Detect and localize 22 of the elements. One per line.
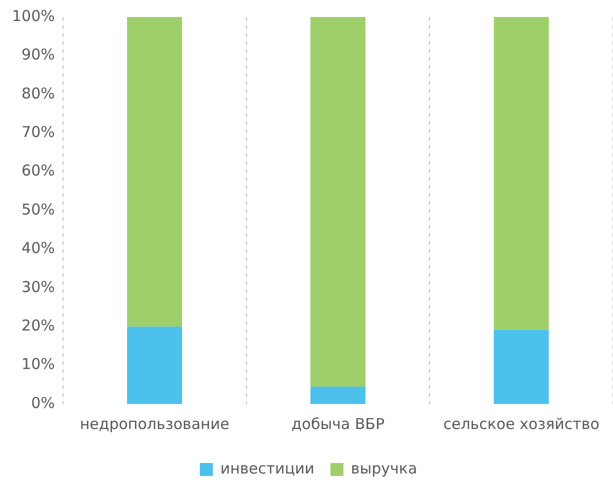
bar	[494, 17, 549, 330]
y-tick-label: 90%	[22, 46, 55, 64]
y-tick-label: 40%	[22, 239, 55, 258]
legend-label: выручка	[350, 459, 418, 478]
y-tick-label: 70%	[22, 122, 55, 141]
x-tick-label: сельское хозяйство	[443, 414, 600, 433]
bar	[127, 17, 182, 327]
y-tick-label: 30%	[22, 278, 55, 296]
legend-label: инвестиции	[220, 459, 314, 478]
y-tick-label: 50%	[22, 200, 55, 218]
x-tick-label: недропользование	[80, 414, 230, 433]
y-tick-label: 20%	[22, 316, 55, 334]
bar	[127, 326, 182, 404]
y-tick-label: 60%	[22, 162, 55, 180]
bar	[310, 17, 366, 387]
y-tick-label: 100%	[12, 6, 55, 25]
y-tick-label: 0%	[31, 394, 55, 412]
x-tick-label: добыча ВБР	[291, 414, 384, 433]
bar	[310, 386, 366, 404]
bar	[494, 330, 549, 404]
y-tick-label: 10%	[22, 355, 55, 374]
y-tick-label: 80%	[22, 84, 55, 102]
